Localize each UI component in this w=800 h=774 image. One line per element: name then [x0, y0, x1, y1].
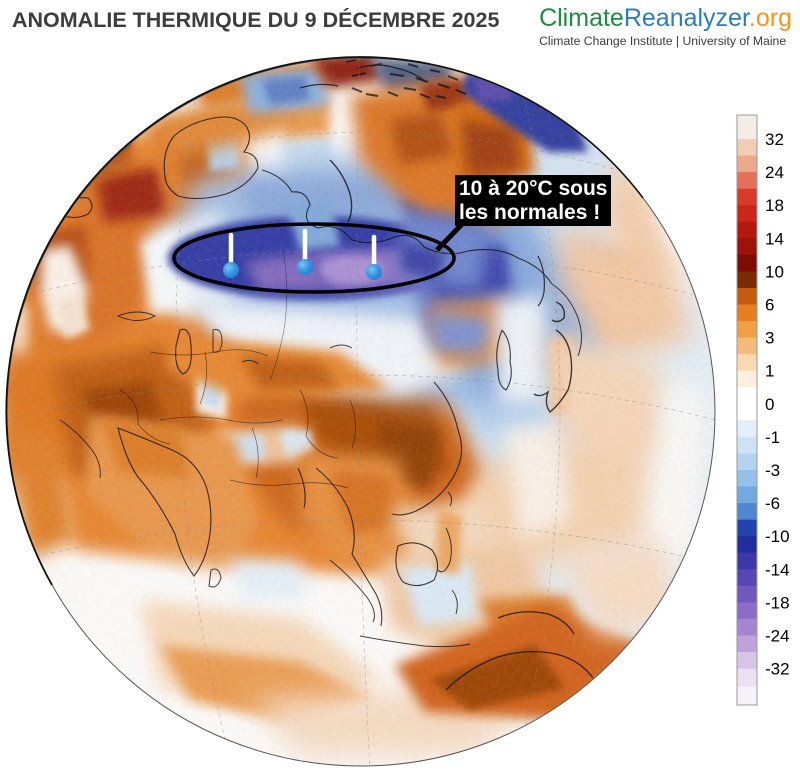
svg-text:0: 0	[765, 395, 774, 414]
svg-text:14: 14	[765, 229, 784, 248]
svg-text:10: 10	[765, 262, 784, 281]
svg-text:-18: -18	[765, 593, 790, 612]
svg-text:1: 1	[765, 362, 774, 381]
svg-text:-24: -24	[765, 627, 790, 646]
svg-text:32: 32	[765, 130, 784, 149]
svg-text:-32: -32	[765, 660, 790, 679]
svg-text:-14: -14	[765, 560, 790, 579]
svg-text:-6: -6	[765, 494, 780, 513]
svg-text:6: 6	[765, 296, 774, 315]
svg-text:-10: -10	[765, 527, 790, 546]
svg-text:24: 24	[765, 163, 784, 182]
svg-text:3: 3	[765, 329, 774, 348]
svg-text:-3: -3	[765, 461, 780, 480]
svg-text:-1: -1	[765, 428, 780, 447]
svg-text:18: 18	[765, 196, 784, 215]
